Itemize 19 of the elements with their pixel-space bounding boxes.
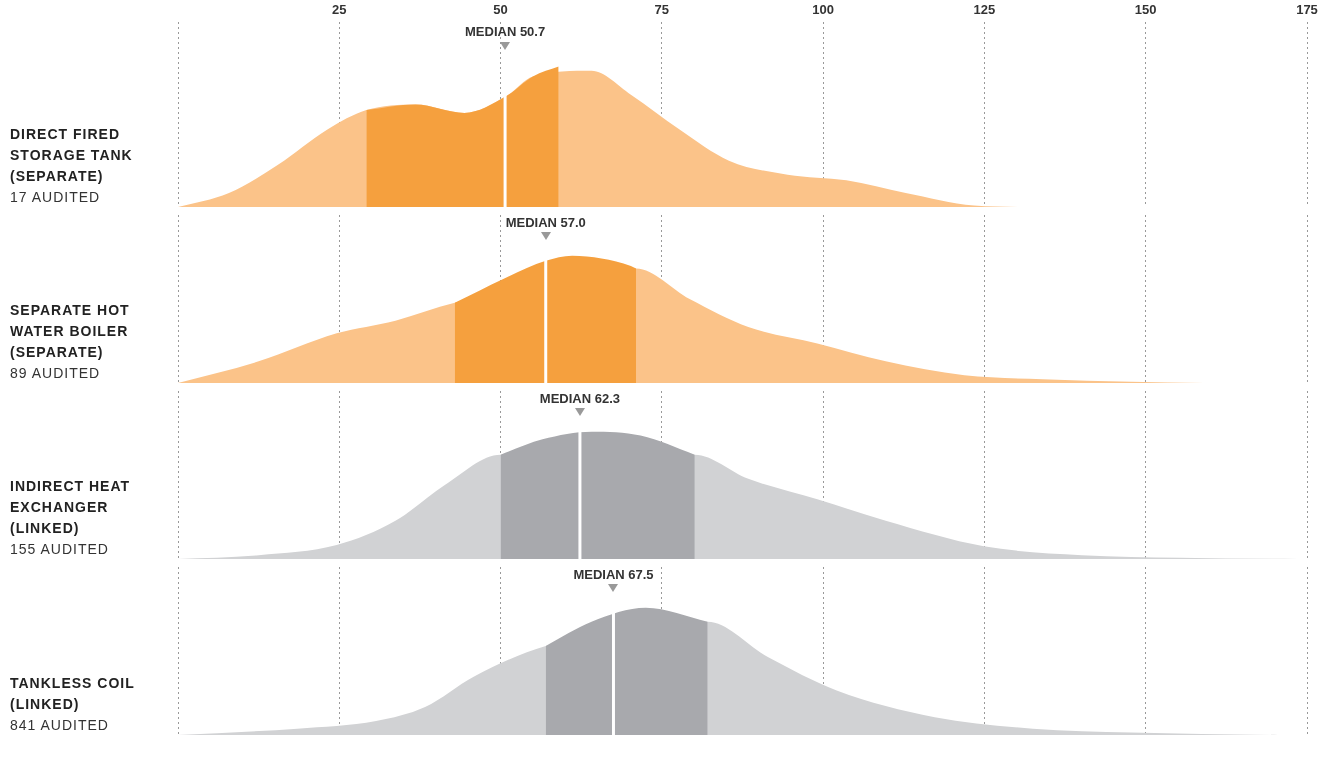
x-tick-label: 25	[332, 2, 347, 18]
text: 841 AUDITED	[10, 716, 110, 735]
x-tick-label: 150	[1134, 2, 1157, 18]
x-tick-label: 100	[812, 2, 834, 18]
ref-line-label: MEDIAN 67.5	[573, 566, 654, 582]
text: SEPARATE HOT WATER BOILER (SEPARATE)	[10, 301, 131, 362]
text: TANKLESS COIL (LINKED)	[10, 674, 136, 714]
x-tick-label: 50	[493, 2, 508, 18]
ref-line-label: MEDIAN 62.3	[539, 390, 621, 406]
text: 17 AUDITED	[10, 188, 102, 207]
x-tick-label: 75	[654, 2, 670, 18]
text: 89 AUDITED	[10, 364, 102, 383]
x-tick-label: 125	[973, 2, 996, 18]
x-tick-label: 175	[1296, 2, 1318, 18]
text: 155 AUDITED	[10, 540, 110, 559]
ref-line-label: MEDIAN 50.7	[464, 23, 546, 39]
text: DIRECT FIRED STORAGE TANK (SEPARATE)	[10, 125, 134, 186]
text: INDIRECT HEAT EXCHANGER (LINKED)	[10, 477, 132, 538]
ref-line-label: MEDIAN 57.0	[505, 214, 586, 230]
